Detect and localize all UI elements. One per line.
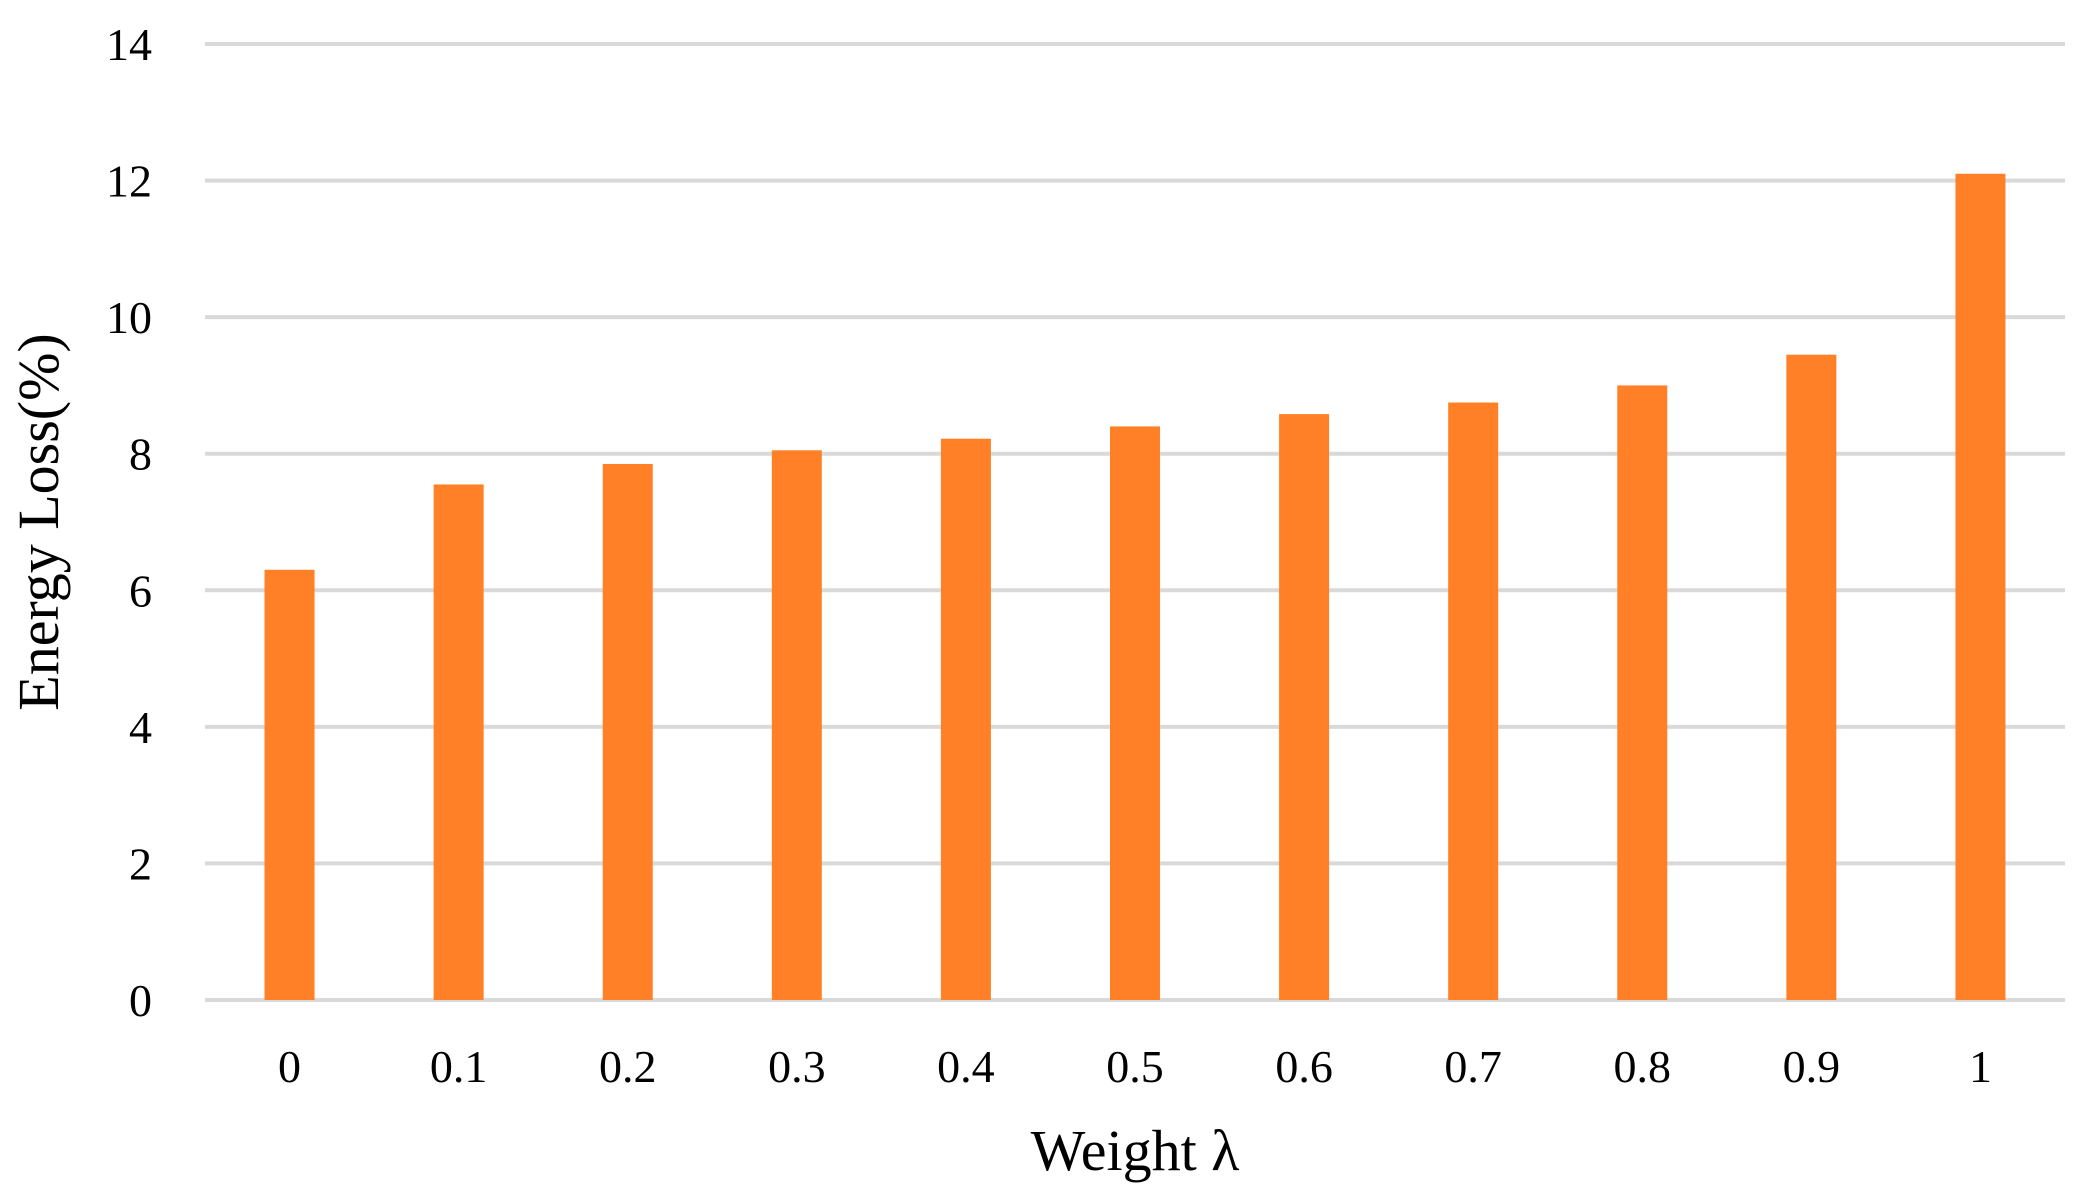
- bar: [1279, 414, 1330, 1000]
- bar: [1617, 385, 1668, 1000]
- x-tick-label: 0.6: [1275, 1041, 1333, 1092]
- x-tick-label: 0: [278, 1041, 301, 1092]
- bar: [1110, 426, 1160, 1000]
- bar: [771, 450, 822, 1000]
- x-tick-label: 0.2: [599, 1041, 657, 1092]
- x-tick-label: 0.1: [430, 1041, 488, 1092]
- bar: [1955, 173, 2006, 1000]
- x-tick-label: 1: [1969, 1041, 1992, 1092]
- y-tick-label: 6: [129, 565, 152, 616]
- y-tick-label: 8: [129, 429, 152, 480]
- y-tick-label: 2: [129, 838, 152, 889]
- y-tick-label: 0: [129, 975, 152, 1026]
- bar: [1786, 354, 1837, 1000]
- bar: [433, 484, 484, 1000]
- y-tick-label: 10: [106, 292, 152, 343]
- x-tick-label: 0.8: [1614, 1041, 1672, 1092]
- bar: [1448, 402, 1499, 1000]
- y-tick-label: 14: [106, 19, 152, 70]
- y-tick-label: 4: [129, 702, 152, 753]
- x-tick-label: 0.9: [1783, 1041, 1841, 1092]
- x-tick-label: 0.3: [768, 1041, 826, 1092]
- x-tick-label: 0.5: [1106, 1041, 1164, 1092]
- x-tick-label: 0.7: [1444, 1041, 1502, 1092]
- bar: [264, 569, 315, 1000]
- x-tick-label: 0.4: [937, 1041, 995, 1092]
- x-axis-title: Weight λ: [1031, 1118, 1240, 1183]
- bars: [264, 173, 2006, 1001]
- bar: [940, 438, 991, 1001]
- x-tick-labels: 0 0.1 0.2 0.3 0.4 0.5 0.6 0.7 0.8 0.9 1: [278, 1041, 1992, 1092]
- y-axis-title: Energy Loss(%): [6, 333, 71, 710]
- bar: [602, 463, 653, 1000]
- y-tick-label: 12: [106, 156, 152, 207]
- y-tick-labels: 0 2 4 6 8 10 12 14: [106, 19, 152, 1026]
